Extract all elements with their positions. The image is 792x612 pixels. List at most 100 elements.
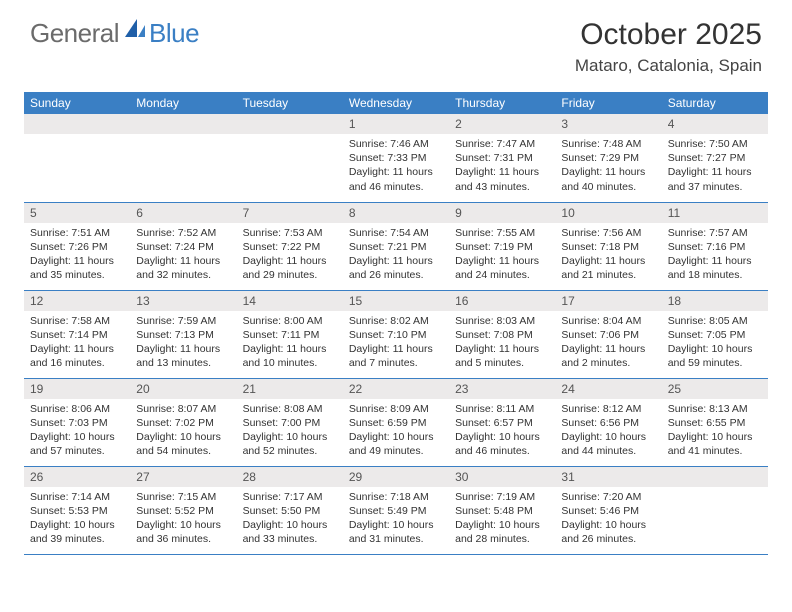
day-details: Sunrise: 7:50 AMSunset: 7:27 PMDaylight:… [662, 134, 768, 198]
sunrise-text: Sunrise: 7:46 AM [349, 137, 443, 151]
calendar-cell: 25Sunrise: 8:13 AMSunset: 6:55 PMDayligh… [662, 378, 768, 466]
sunrise-text: Sunrise: 8:11 AM [455, 402, 549, 416]
sunrise-text: Sunrise: 7:58 AM [30, 314, 124, 328]
sunset-text: Sunset: 7:33 PM [349, 151, 443, 165]
daylight-text: Daylight: 10 hours and 49 minutes. [349, 430, 443, 458]
daylight-text: Daylight: 10 hours and 41 minutes. [668, 430, 762, 458]
logo-sail-icon [123, 17, 147, 44]
sunset-text: Sunset: 6:55 PM [668, 416, 762, 430]
calendar-cell: 16Sunrise: 8:03 AMSunset: 7:08 PMDayligh… [449, 290, 555, 378]
day-details: Sunrise: 7:53 AMSunset: 7:22 PMDaylight:… [237, 223, 343, 287]
day-number: 18 [662, 291, 768, 311]
day-header: Wednesday [343, 92, 449, 114]
calendar-cell: 31 Sunrise: 7:20 AMSunset: 5:46 PMDayligh… [555, 466, 661, 554]
day-number: 21 [237, 379, 343, 399]
calendar-head: Sunday Monday Tuesday Wednesday Thursday… [24, 92, 768, 114]
sunrise-text: Sunrise: 7:20 AM [561, 490, 655, 504]
daylight-text: Daylight: 11 hours and 18 minutes. [668, 254, 762, 282]
day-number: 22 [343, 379, 449, 399]
day-number: 6 [130, 203, 236, 223]
day-details: Sunrise: 7:51 AMSunset: 7:26 PMDaylight:… [24, 223, 130, 287]
calendar-cell: 2Sunrise: 7:47 AMSunset: 7:31 PMDaylight… [449, 114, 555, 202]
day-number: 5 [24, 203, 130, 223]
calendar-cell: 6Sunrise: 7:52 AMSunset: 7:24 PMDaylight… [130, 202, 236, 290]
sunset-text: Sunset: 7:21 PM [349, 240, 443, 254]
sunset-text: Sunset: 7:06 PM [561, 328, 655, 342]
calendar-cell: 4Sunrise: 7:50 AMSunset: 7:27 PMDaylight… [662, 114, 768, 202]
day-details: Sunrise: 7:57 AMSunset: 7:16 PMDaylight:… [662, 223, 768, 287]
day-details: Sunrise: 7:55 AMSunset: 7:19 PMDaylight:… [449, 223, 555, 287]
calendar-cell: 21Sunrise: 8:08 AMSunset: 7:00 PMDayligh… [237, 378, 343, 466]
day-details: Sunrise: 8:04 AMSunset: 7:06 PMDaylight:… [555, 311, 661, 375]
day-number: 8 [343, 203, 449, 223]
daylight-text: Daylight: 10 hours and 39 minutes. [30, 518, 124, 546]
sunrise-text: Sunrise: 7:51 AM [30, 226, 124, 240]
calendar-cell: 19Sunrise: 8:06 AMSunset: 7:03 PMDayligh… [24, 378, 130, 466]
calendar-cell [662, 466, 768, 554]
sunrise-text: Sunrise: 8:03 AM [455, 314, 549, 328]
sunset-text: Sunset: 6:59 PM [349, 416, 443, 430]
calendar-cell [237, 114, 343, 202]
sunrise-text: Sunrise: 8:02 AM [349, 314, 443, 328]
daylight-text: Daylight: 10 hours and 46 minutes. [455, 430, 549, 458]
daylight-text: Daylight: 11 hours and 10 minutes. [243, 342, 337, 370]
calendar-cell: 22Sunrise: 8:09 AMSunset: 6:59 PMDayligh… [343, 378, 449, 466]
calendar-cell [24, 114, 130, 202]
day-number: 20 [130, 379, 236, 399]
daylight-text: Daylight: 11 hours and 24 minutes. [455, 254, 549, 282]
sunset-text: Sunset: 7:08 PM [455, 328, 549, 342]
day-details: Sunrise: 7:54 AMSunset: 7:21 PMDaylight:… [343, 223, 449, 287]
day-number: 7 [237, 203, 343, 223]
sunset-text: Sunset: 7:26 PM [30, 240, 124, 254]
day-number: 1 [343, 114, 449, 134]
sunrise-text: Sunrise: 8:08 AM [243, 402, 337, 416]
daylight-text: Daylight: 10 hours and 36 minutes. [136, 518, 230, 546]
day-number: 31 [555, 467, 661, 487]
calendar-cell: 24Sunrise: 8:12 AMSunset: 6:56 PMDayligh… [555, 378, 661, 466]
day-details: Sunrise: 8:03 AMSunset: 7:08 PMDaylight:… [449, 311, 555, 375]
day-number: 4 [662, 114, 768, 134]
month-title: October 2025 [575, 18, 762, 52]
day-header: Sunday [24, 92, 130, 114]
calendar-cell: 18Sunrise: 8:05 AMSunset: 7:05 PMDayligh… [662, 290, 768, 378]
header: General Blue October 2025 Mataro, Catalo… [0, 0, 792, 84]
day-number: 26 [24, 467, 130, 487]
daylight-text: Daylight: 10 hours and 59 minutes. [668, 342, 762, 370]
calendar-cell: 10Sunrise: 7:56 AMSunset: 7:18 PMDayligh… [555, 202, 661, 290]
calendar-table: Sunday Monday Tuesday Wednesday Thursday… [24, 92, 768, 555]
daylight-text: Daylight: 10 hours and 54 minutes. [136, 430, 230, 458]
calendar-cell: 17Sunrise: 8:04 AMSunset: 7:06 PMDayligh… [555, 290, 661, 378]
day-details: Sunrise: 7:58 AMSunset: 7:14 PMDaylight:… [24, 311, 130, 375]
sunrise-text: Sunrise: 7:52 AM [136, 226, 230, 240]
sunrise-text: Sunrise: 7:47 AM [455, 137, 549, 151]
sunrise-text: Sunrise: 7:55 AM [455, 226, 549, 240]
sunrise-text: Sunrise: 7:18 AM [349, 490, 443, 504]
day-number: 14 [237, 291, 343, 311]
calendar-cell: 12Sunrise: 7:58 AMSunset: 7:14 PMDayligh… [24, 290, 130, 378]
day-header: Tuesday [237, 92, 343, 114]
calendar-cell: 29Sunrise: 7:18 AMSunset: 5:49 PMDayligh… [343, 466, 449, 554]
daylight-text: Daylight: 10 hours and 26 minutes. [561, 518, 655, 546]
sunrise-text: Sunrise: 7:48 AM [561, 137, 655, 151]
day-details: Sunrise: 8:13 AMSunset: 6:55 PMDaylight:… [662, 399, 768, 463]
sunset-text: Sunset: 6:57 PM [455, 416, 549, 430]
calendar-cell [130, 114, 236, 202]
sunset-text: Sunset: 7:05 PM [668, 328, 762, 342]
daylight-text: Daylight: 11 hours and 2 minutes. [561, 342, 655, 370]
calendar-cell: 9Sunrise: 7:55 AMSunset: 7:19 PMDaylight… [449, 202, 555, 290]
sunset-text: Sunset: 7:24 PM [136, 240, 230, 254]
sunrise-text: Sunrise: 7:14 AM [30, 490, 124, 504]
calendar-cell: 8Sunrise: 7:54 AMSunset: 7:21 PMDaylight… [343, 202, 449, 290]
calendar-week: 19Sunrise: 8:06 AMSunset: 7:03 PMDayligh… [24, 378, 768, 466]
day-number: 17 [555, 291, 661, 311]
calendar-cell: 26Sunrise: 7:14 AMSunset: 5:53 PMDayligh… [24, 466, 130, 554]
day-number: 25 [662, 379, 768, 399]
day-details: Sunrise: 8:12 AMSunset: 6:56 PMDaylight:… [555, 399, 661, 463]
day-number: 30 [449, 467, 555, 487]
sunset-text: Sunset: 5:46 PM [561, 504, 655, 518]
daylight-text: Daylight: 11 hours and 46 minutes. [349, 165, 443, 193]
logo-text-gray: General [30, 18, 119, 49]
sunrise-text: Sunrise: 7:17 AM [243, 490, 337, 504]
sunset-text: Sunset: 7:13 PM [136, 328, 230, 342]
day-details: Sunrise: 7:46 AMSunset: 7:33 PMDaylight:… [343, 134, 449, 198]
